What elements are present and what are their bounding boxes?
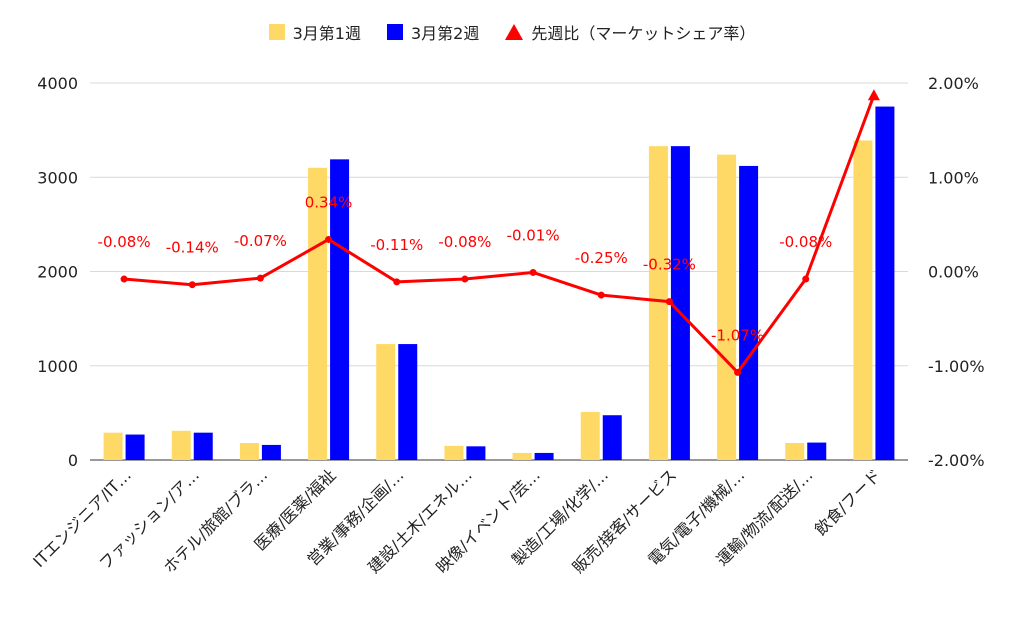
bar-week1[interactable] <box>580 411 600 460</box>
bar-week1[interactable] <box>239 443 259 460</box>
bar-week1[interactable] <box>717 154 737 460</box>
ratio-data-label: -0.08% <box>779 233 832 251</box>
ratio-point[interactable] <box>529 268 537 276</box>
bar-week2[interactable] <box>261 444 281 460</box>
bar-week2[interactable] <box>534 452 554 460</box>
ratio-data-label: -1.07% <box>711 326 764 344</box>
y-left-tick-label: 4000 <box>37 74 78 93</box>
y-left-tick-label: 3000 <box>37 168 78 187</box>
ratio-point[interactable] <box>393 278 401 286</box>
bar-week1[interactable] <box>785 443 805 460</box>
bar-week1[interactable] <box>308 167 328 460</box>
ratio-point-triangle-icon[interactable] <box>867 89 880 101</box>
legend-swatch-week2 <box>386 24 403 40</box>
legend-item-ratio[interactable]: 先週比（マーケットシェア率） <box>505 20 755 44</box>
ratio-data-label: -0.07% <box>234 232 287 250</box>
ratio-point[interactable] <box>597 291 605 299</box>
bar-week2[interactable] <box>125 434 145 460</box>
ratio-data-label: -0.14% <box>166 239 219 257</box>
bar-week2[interactable] <box>602 415 622 460</box>
bar-week2[interactable] <box>875 106 895 460</box>
bar-week2[interactable] <box>193 432 213 460</box>
bar-week2[interactable] <box>398 344 418 460</box>
ratio-data-label: 0.34% <box>305 193 353 211</box>
y-left-tick-label: 0 <box>68 451 78 470</box>
y-right-tick-label: -2.00% <box>928 451 985 470</box>
ratio-data-label: -0.32% <box>643 256 696 274</box>
ratio-point[interactable] <box>256 274 264 282</box>
ratio-point[interactable] <box>802 275 810 283</box>
bar-week1[interactable] <box>376 344 396 460</box>
ratio-data-label: -0.01% <box>507 226 560 244</box>
y-left-tick-label: 2000 <box>37 263 78 282</box>
ratio-point[interactable] <box>325 235 333 243</box>
ratio-point[interactable] <box>120 275 128 283</box>
legend-swatch-ratio-triangle-icon <box>505 24 524 40</box>
ratio-data-label: -0.11% <box>370 236 423 254</box>
bar-week1[interactable] <box>853 140 873 460</box>
ratio-line <box>123 94 876 374</box>
ratio-point[interactable] <box>188 281 196 289</box>
legend-label-ratio: 先週比（マーケットシェア率） <box>531 24 756 43</box>
y-right-tick-label: 0.00% <box>928 263 979 282</box>
ratio-data-label: -0.08% <box>98 233 151 251</box>
ratio-point[interactable] <box>734 368 742 376</box>
bar-week1[interactable] <box>171 430 191 460</box>
legend-label-week1: 3月第1週 <box>292 24 361 43</box>
bar-week1[interactable] <box>512 452 532 460</box>
legend-item-week2[interactable]: 3月第2週 <box>386 20 480 44</box>
bar-week2[interactable] <box>670 146 690 460</box>
ratio-data-label: -0.08% <box>438 233 491 251</box>
legend-swatch-week1 <box>268 24 285 40</box>
category-label: 飲食/フード <box>811 465 885 539</box>
bar-week2[interactable] <box>739 165 759 460</box>
legend: 3月第1週 3月第2週 先週比（マーケットシェア率） <box>0 20 1024 44</box>
y-left-tick-label: 1000 <box>37 357 78 376</box>
legend-item-week1[interactable]: 3月第1週 <box>268 20 361 44</box>
legend-label-week2: 3月第2週 <box>410 24 480 43</box>
bar-week1[interactable] <box>648 146 668 460</box>
ratio-data-label: -0.25% <box>575 249 628 267</box>
y-right-tick-label: 1.00% <box>928 168 979 187</box>
ratio-point[interactable] <box>461 275 469 283</box>
bar-week1[interactable] <box>444 445 464 460</box>
bar-week2[interactable] <box>807 442 827 460</box>
ratio-point[interactable] <box>665 298 673 306</box>
bar-week2[interactable] <box>330 159 350 460</box>
y-right-tick-label: -1.00% <box>928 357 985 376</box>
bar-week2[interactable] <box>466 446 486 460</box>
y-right-tick-label: 2.00% <box>928 74 979 93</box>
bar-week1[interactable] <box>103 432 123 460</box>
